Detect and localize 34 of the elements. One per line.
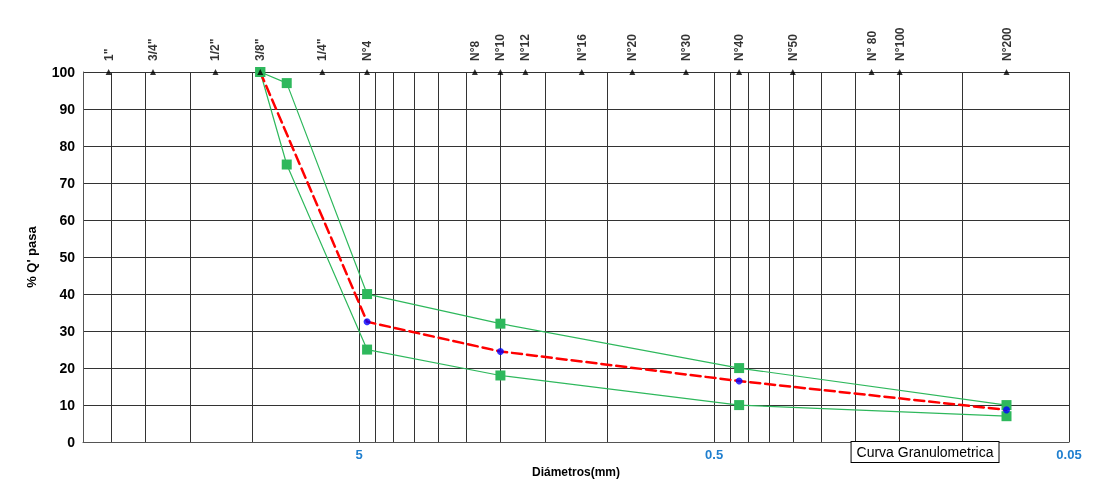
annotation: N°50 bbox=[785, 33, 800, 61]
y-tick-label: 70 bbox=[59, 175, 76, 192]
y-tick-label: 40 bbox=[59, 286, 76, 303]
y-tick-label: 10 bbox=[59, 397, 76, 414]
annotation: N° 80 bbox=[864, 30, 879, 61]
annotation: N°10 bbox=[493, 33, 508, 61]
annotation: 3/4" bbox=[146, 38, 160, 61]
x-tick-label: 5 bbox=[355, 447, 363, 463]
x-tick-label: 0.05 bbox=[1056, 447, 1082, 463]
y-axis-title: % Q' pasa bbox=[24, 225, 39, 288]
text: Curva Granulometrica bbox=[856, 443, 994, 460]
annotation: N°16 bbox=[574, 33, 589, 61]
y-tick-label: 80 bbox=[59, 138, 76, 155]
y-tick-label: 90 bbox=[59, 101, 76, 118]
y-tick-label: 60 bbox=[59, 212, 76, 229]
y-tick-label: 100 bbox=[51, 64, 76, 80]
annotation: N°100 bbox=[892, 27, 907, 61]
x-tick-label: 0.5 bbox=[705, 447, 724, 463]
annotation: N°200 bbox=[999, 27, 1014, 61]
annotation: 1/2" bbox=[208, 38, 223, 61]
annotation: N°30 bbox=[678, 33, 693, 61]
annotation: N°4 bbox=[360, 40, 375, 61]
annotation: N°8 bbox=[467, 40, 482, 61]
x-axis-title: Diámetros(mm) bbox=[531, 465, 621, 479]
annotation: 3/8" bbox=[253, 38, 268, 61]
annotation: N°12 bbox=[518, 33, 533, 61]
y-tick-label: 0 bbox=[67, 434, 76, 451]
annotation: 1" bbox=[101, 48, 116, 61]
y-tick-label: 50 bbox=[59, 249, 76, 266]
annotation: N°20 bbox=[625, 33, 640, 61]
y-tick-label: 20 bbox=[59, 360, 76, 377]
y-tick-label: 30 bbox=[59, 323, 76, 340]
annotation: N°40 bbox=[732, 33, 747, 61]
annotation: 1/4" bbox=[315, 38, 330, 61]
